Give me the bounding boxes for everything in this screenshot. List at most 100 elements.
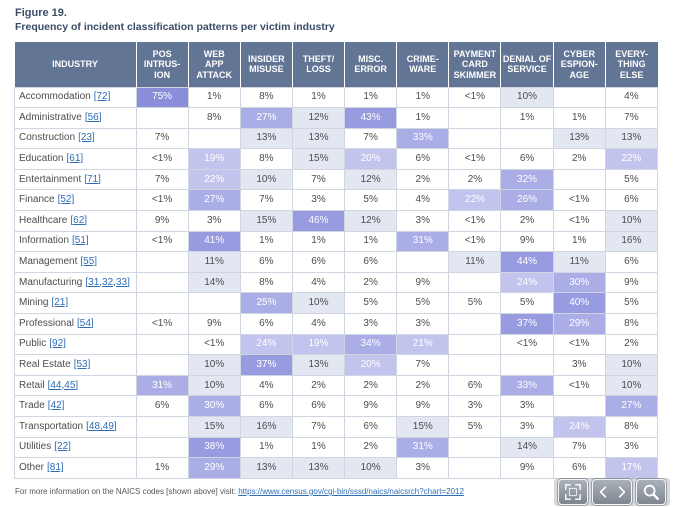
- naics-code-link[interactable]: [61]: [66, 153, 84, 165]
- industry-name: Trade: [19, 400, 45, 412]
- frequency-cell-crimeware: 1%: [396, 86, 450, 109]
- naics-reference-link[interactable]: https://www.census.gov/cgi-bin/sssd/naic…: [238, 487, 464, 496]
- frequency-cell-cyber-espionage: [552, 86, 606, 109]
- column-header-line: THEFT/: [302, 53, 335, 64]
- industry-cell: Mining [21]: [14, 292, 137, 315]
- industry-name: Administrative: [19, 111, 82, 123]
- frequency-cell-theft-loss: 4%: [291, 313, 346, 335]
- frequency-cell-payment-card-skimmer: 5%: [448, 416, 502, 438]
- industry-row-trade: Trade [42] 6% 30% 6% 6% 9% 9% 3% 3% 27%: [14, 395, 659, 417]
- industry-cell: Professional [54]: [14, 313, 137, 335]
- frequency-cell-insider-misuse: 7%: [239, 189, 293, 212]
- column-header-line: PAYMENT: [453, 48, 497, 59]
- next-page-button[interactable]: [613, 481, 630, 503]
- frequency-cell-pos-intrusion: <1%: [135, 230, 189, 253]
- fit-screen-button[interactable]: [558, 479, 588, 505]
- frequency-cell-cyber-espionage: 40%: [552, 292, 606, 315]
- industry-name: Transportation: [19, 420, 84, 432]
- frequency-cell-everything-else: 5%: [604, 292, 659, 315]
- frequency-cell-web-app-attack: 22%: [187, 168, 241, 191]
- previous-page-button[interactable]: [594, 481, 611, 503]
- industry-cell: Trade [42]: [14, 395, 137, 417]
- frequency-cell-insider-misuse: 13%: [239, 457, 293, 479]
- frequency-cell-cyber-espionage: <1%: [552, 333, 606, 356]
- frequency-cell-payment-card-skimmer: <1%: [448, 230, 502, 253]
- naics-code-link[interactable]: [48,49]: [86, 420, 117, 432]
- frequency-cell-web-app-attack: 3%: [187, 210, 241, 232]
- naics-code-link[interactable]: [56]: [84, 111, 102, 123]
- frequency-cell-web-app-attack: <1%: [187, 333, 241, 356]
- page-navigation-control: [592, 479, 632, 505]
- frequency-cell-web-app-attack: 14%: [187, 271, 241, 294]
- frequency-cell-everything-else: 2%: [604, 333, 659, 356]
- industry-row-finance: Finance [52] <1% 27% 7% 3% 5% 4% 22% 26% <1% 6%: [14, 189, 659, 212]
- frequency-cell-insider-misuse: 16%: [239, 416, 293, 438]
- naics-code-link[interactable]: [23]: [78, 132, 95, 144]
- industry-row-management: Management [55] 11% 6% 6% 6% 11% 44% 11% 6%: [14, 251, 659, 273]
- frequency-cell-denial-of-service: 6%: [500, 148, 554, 170]
- frequency-cell-payment-card-skimmer: 2%: [448, 168, 502, 191]
- industry-name: Healthcare: [19, 214, 68, 226]
- frequency-cell-theft-loss: 1%: [291, 436, 346, 459]
- frequency-cell-denial-of-service: 44%: [500, 251, 554, 273]
- naics-code-link[interactable]: [42]: [47, 400, 65, 412]
- frequency-cell-payment-card-skimmer: [448, 271, 502, 294]
- frequency-cell-misc-error: 9%: [344, 395, 398, 417]
- frequency-cell-pos-intrusion: <1%: [135, 189, 189, 212]
- naics-code-link[interactable]: [55]: [80, 256, 98, 268]
- industry-name: Public: [19, 338, 47, 350]
- frequency-cell-misc-error: 43%: [344, 107, 398, 129]
- frequency-cell-payment-card-skimmer: <1%: [448, 86, 502, 109]
- frequency-cell-web-app-attack: 15%: [187, 416, 241, 438]
- frequency-cell-cyber-espionage: [552, 395, 606, 417]
- naics-code-link[interactable]: [62]: [70, 214, 88, 226]
- footnote-text: For more information on the NAICS codes …: [15, 487, 236, 496]
- column-header-line: LOSS: [306, 64, 331, 75]
- industry-row-information: Information [51] <1% 41% 1% 1% 1% 31% <1% 9% 1% 16%: [14, 230, 659, 253]
- naics-code-link[interactable]: [44,45]: [47, 379, 79, 391]
- frequency-cell-payment-card-skimmer: 5%: [448, 292, 502, 315]
- frequency-cell-denial-of-service: 5%: [500, 292, 554, 315]
- naics-code-link[interactable]: [92]: [49, 338, 66, 350]
- frequency-cell-payment-card-skimmer: [448, 354, 502, 376]
- naics-code-link[interactable]: [53]: [73, 359, 91, 371]
- frequency-cell-misc-error: 6%: [344, 251, 398, 273]
- frequency-cell-payment-card-skimmer: 3%: [448, 395, 502, 417]
- frequency-cell-cyber-espionage: 30%: [552, 271, 606, 294]
- column-header-denial-of-service: DENIAL OF SERVICE: [500, 42, 554, 87]
- frequency-cell-web-app-attack: 1%: [187, 86, 241, 109]
- frequency-cell-pos-intrusion: [135, 333, 189, 356]
- zoom-button[interactable]: [636, 479, 666, 505]
- naics-code-link[interactable]: [21]: [51, 297, 69, 309]
- naics-code-link[interactable]: [72]: [93, 91, 111, 103]
- viewer-toolbar: [554, 478, 670, 506]
- frequency-cell-misc-error: 5%: [344, 189, 398, 212]
- naics-code-link[interactable]: [81]: [47, 461, 64, 473]
- frequency-cell-denial-of-service: 10%: [500, 86, 554, 109]
- frequency-cell-pos-intrusion: 7%: [135, 127, 189, 150]
- frequency-cell-crimeware: 4%: [396, 189, 450, 212]
- naics-code-link[interactable]: [31,32,33]: [85, 276, 130, 288]
- footnote: For more information on the NAICS codes …: [15, 487, 464, 497]
- frequency-cell-crimeware: 3%: [396, 457, 450, 479]
- industry-name: Accommodation: [19, 91, 91, 103]
- column-header-line: AGE: [569, 69, 589, 80]
- naics-code-link[interactable]: [51]: [72, 235, 89, 247]
- industry-name: Manufacturing: [19, 276, 83, 288]
- column-header-line: WARE: [409, 64, 437, 75]
- column-header-line: SERVICE: [507, 64, 547, 75]
- naics-code-link[interactable]: [22]: [54, 441, 71, 453]
- naics-code-link[interactable]: [52]: [57, 194, 75, 206]
- frequency-cell-misc-error: 3%: [344, 313, 398, 335]
- frequency-cell-crimeware: 21%: [396, 333, 450, 356]
- frequency-cell-pos-intrusion: [135, 292, 189, 315]
- naics-code-link[interactable]: [54]: [77, 317, 94, 329]
- column-header-line: INTRUS-: [143, 59, 181, 69]
- frequency-cell-insider-misuse: 8%: [239, 271, 293, 294]
- frequency-cell-everything-else: 6%: [604, 189, 659, 212]
- frequency-cell-pos-intrusion: 6%: [135, 395, 189, 417]
- frequency-cell-misc-error: 34%: [344, 333, 398, 356]
- frequency-cell-theft-loss: 7%: [291, 168, 346, 191]
- industry-row-utilities: Utilities [22] 38% 1% 1% 2% 31% 14% 7% 3%: [14, 436, 659, 459]
- naics-code-link[interactable]: [71]: [84, 173, 101, 185]
